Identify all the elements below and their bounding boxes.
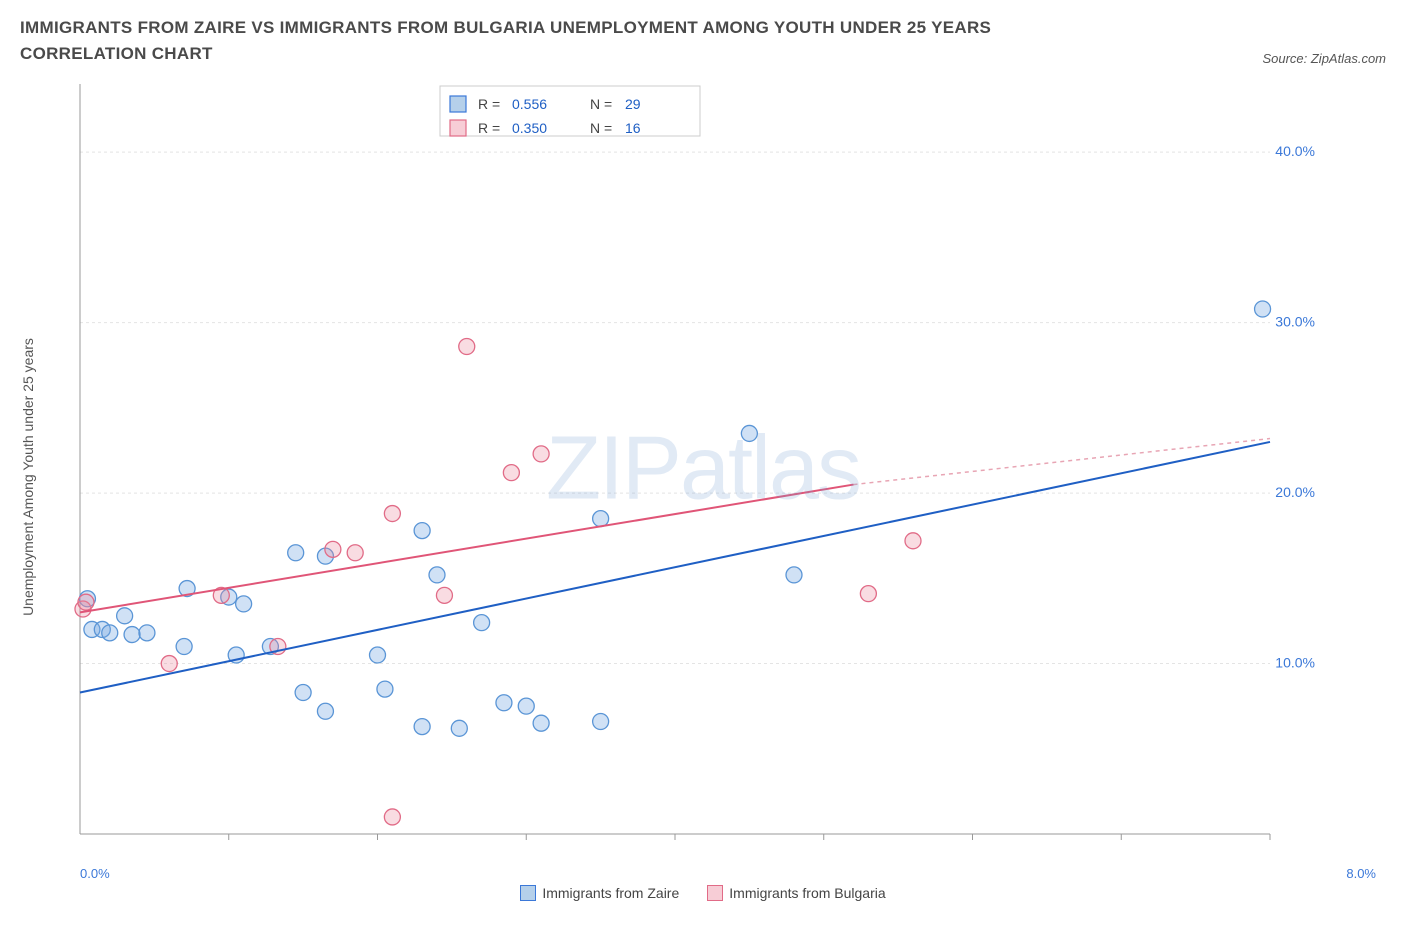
trend-line-extrapolated — [854, 439, 1271, 485]
svg-text:R =: R = — [478, 96, 500, 112]
svg-text:0.350: 0.350 — [512, 120, 547, 136]
legend-item: Immigrants from Bulgaria — [707, 885, 885, 901]
svg-text:29: 29 — [625, 96, 641, 112]
scatter-point — [533, 715, 549, 731]
chart-title: IMMIGRANTS FROM ZAIRE VS IMMIGRANTS FROM… — [20, 15, 1120, 66]
scatter-point — [102, 625, 118, 641]
scatter-point — [384, 809, 400, 825]
svg-text:0.556: 0.556 — [512, 96, 547, 112]
scatter-point — [414, 523, 430, 539]
scatter-point — [533, 446, 549, 462]
scatter-point — [176, 639, 192, 655]
chart-container: Unemployment Among Youth under 25 years … — [20, 74, 1386, 864]
scatter-point — [325, 541, 341, 557]
header-row: IMMIGRANTS FROM ZAIRE VS IMMIGRANTS FROM… — [20, 15, 1386, 66]
scatter-chart: 10.0% 20.0% 30.0% 40.0% R = 0.556 N = 29 R = 0.35… — [20, 74, 1340, 864]
scatter-point — [518, 698, 534, 714]
x-max-label: 8.0% — [1346, 866, 1376, 881]
scatter-point — [593, 511, 609, 527]
legend-swatch — [707, 885, 723, 901]
y-axis-label: Unemployment Among Youth under 25 years — [20, 338, 36, 616]
svg-text:40.0%: 40.0% — [1275, 143, 1315, 159]
scatter-point — [474, 615, 490, 631]
scatter-point — [503, 465, 519, 481]
scatter-point — [384, 506, 400, 522]
scatter-point — [370, 647, 386, 663]
source-label: Source: ZipAtlas.com — [1262, 51, 1386, 66]
scatter-point — [860, 586, 876, 602]
scatter-point — [124, 627, 140, 643]
scatter-point — [414, 719, 430, 735]
bottom-legend: Immigrants from Zaire Immigrants from Bul… — [20, 885, 1386, 901]
scatter-point — [496, 695, 512, 711]
correlation-legend: R = 0.556 N = 29 R = 0.350 N = 16 — [440, 86, 700, 136]
legend-item: Immigrants from Zaire — [520, 885, 679, 901]
scatter-point — [377, 681, 393, 697]
scatter-point — [161, 656, 177, 672]
scatter-point — [451, 720, 467, 736]
scatter-point — [429, 567, 445, 583]
scatter-point — [741, 425, 757, 441]
legend-label: Immigrants from Zaire — [542, 885, 679, 901]
x-min-label: 0.0% — [80, 866, 110, 881]
svg-text:R =: R = — [478, 120, 500, 136]
svg-text:16: 16 — [625, 120, 641, 136]
x-axis-extremes: 0.0% 8.0% — [20, 866, 1386, 881]
scatter-point — [117, 608, 133, 624]
legend-swatch — [520, 885, 536, 901]
scatter-point — [78, 594, 94, 610]
scatter-point — [905, 533, 921, 549]
scatter-point — [786, 567, 802, 583]
scatter-point — [317, 703, 333, 719]
trend-line — [80, 485, 854, 613]
scatter-point — [295, 685, 311, 701]
svg-text:10.0%: 10.0% — [1275, 655, 1315, 671]
scatter-point — [347, 545, 363, 561]
scatter-point — [139, 625, 155, 641]
scatter-point — [593, 714, 609, 730]
scatter-point — [288, 545, 304, 561]
scatter-point — [1255, 301, 1271, 317]
scatter-point — [236, 596, 252, 612]
scatter-point — [436, 587, 452, 603]
legend-label: Immigrants from Bulgaria — [729, 885, 885, 901]
trend-line — [80, 442, 1270, 693]
scatter-point — [459, 339, 475, 355]
svg-text:N =: N = — [590, 120, 612, 136]
svg-text:20.0%: 20.0% — [1275, 484, 1315, 500]
svg-text:30.0%: 30.0% — [1275, 314, 1315, 330]
svg-text:N =: N = — [590, 96, 612, 112]
